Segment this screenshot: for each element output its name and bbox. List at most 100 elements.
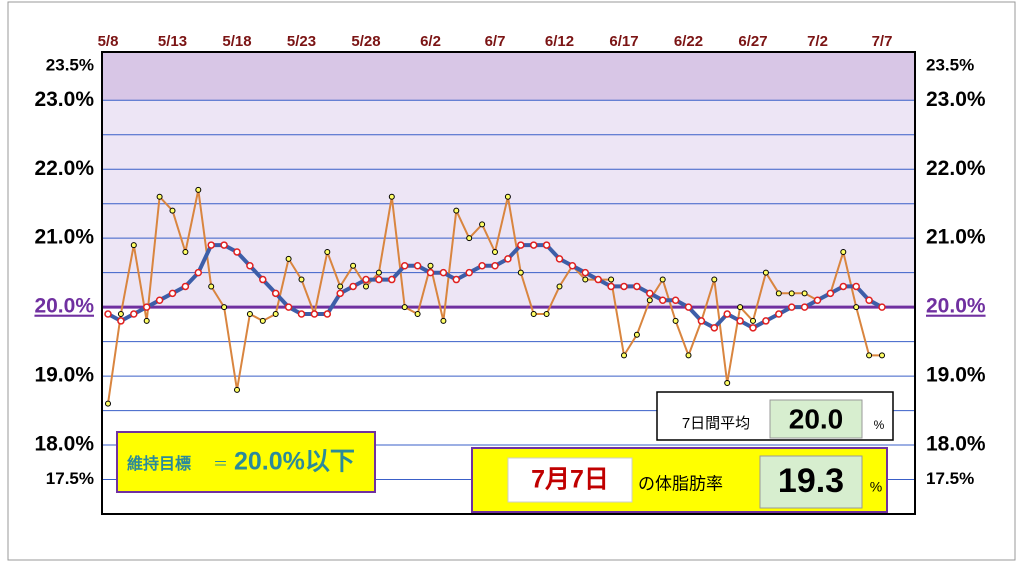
data-point [582,276,589,283]
data-point [697,317,706,325]
data-point [555,255,564,263]
y-tick-label: 18.0% [34,433,94,456]
today-date: 7月7日 [531,466,609,494]
data-point [272,311,279,318]
zone [102,52,915,101]
y-tick-label: 19.0% [34,364,94,387]
y2-tick-label: 19.0% [926,364,986,387]
data-point [246,311,253,318]
data-point [479,221,486,228]
data-point [878,303,886,311]
data-point [529,241,538,249]
data-point [413,262,422,270]
data-point [310,310,319,318]
data-point [775,310,783,318]
data-point [195,186,202,193]
y2-tick-label: 20.0% [926,295,986,318]
goal-eq: ＝ [213,456,228,473]
y-tick-label: 22.0% [34,157,94,180]
data-point [130,242,137,249]
data-point [801,290,808,297]
data-point [723,310,731,318]
today-label: の体脂肪率 [638,474,723,493]
y-tick-label: 21.0% [34,226,94,249]
data-point [323,310,332,318]
data-point [143,317,150,324]
data-point [234,386,240,393]
data-point [633,331,640,338]
goal-frame [116,431,376,493]
data-point [504,193,511,200]
data-point [840,248,847,255]
data-point [659,276,666,283]
data-point [466,235,473,242]
data-point [556,283,563,290]
goal-box: 維持目標 ＝ 20.0%以下 [116,431,376,493]
x-tick-label: 6/27 [738,33,767,50]
x-tick-label: 6/22 [674,33,703,50]
today-value-box [759,455,863,509]
data-point [233,248,241,256]
data-point [646,297,653,304]
plot-area [102,52,915,481]
data-point [646,289,654,298]
data-point [478,262,486,270]
data-point [285,255,292,262]
data-point [724,379,731,386]
data-point [453,207,460,214]
data-point [491,262,499,270]
data-point [220,241,228,249]
data-point [839,282,848,291]
data-point [633,282,641,291]
data-point [800,303,809,311]
y2-tick-label: 17.5% [926,469,974,488]
data-point [826,289,835,298]
avg-label: 7日間平均 [682,415,750,432]
data-point [607,282,615,291]
avg-box: 7日間平均 20.0 % [656,391,894,441]
y-tick-label: 20.0% [34,295,94,318]
data-point [181,282,190,291]
x-tick-label: 5/23 [287,33,316,50]
x-tick-label: 5/8 [98,33,119,50]
data-point [621,352,627,359]
data-point [105,400,111,407]
y2-tick-label: 23.5% [926,55,974,74]
data-point [452,275,461,284]
data-point [104,310,112,318]
data-point [879,352,885,359]
data-point [297,310,306,318]
data-point [350,262,357,269]
data-point [852,282,860,291]
data-point [736,317,744,325]
data-point [492,248,498,255]
data-point [787,303,796,311]
data-point [543,311,550,318]
data-point [672,317,679,324]
data-point [337,283,344,290]
x-tick-label: 7/2 [807,33,828,50]
today-date-box [507,457,633,503]
avg-unit: % [874,418,885,432]
data-point [363,283,369,290]
data-point [788,290,795,297]
data-point [440,317,447,324]
data-point [813,296,822,304]
data-point [271,289,280,298]
plot-frame [101,51,916,515]
goal-value: 20.0%以下 [234,448,355,476]
x-tick-label: 6/7 [485,33,506,50]
y-tick-label: 17.5% [46,469,94,488]
data-point [349,282,357,291]
data-point [156,193,163,200]
data-point [710,324,719,332]
data-point [426,268,435,277]
data-point [762,317,770,325]
data-point [117,317,125,325]
x-tick-label: 6/2 [420,33,441,50]
data-point [504,255,512,263]
data-point [298,276,305,283]
x-tick-label: 7/7 [872,33,893,50]
data-point [866,352,873,359]
